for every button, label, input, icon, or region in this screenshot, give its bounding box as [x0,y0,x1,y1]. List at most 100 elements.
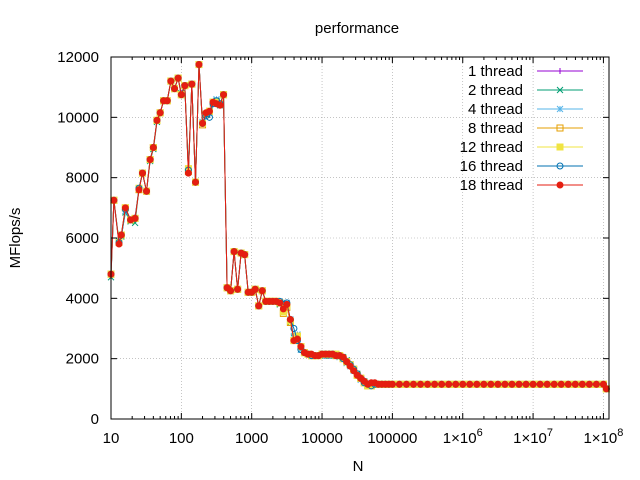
legend-label: 4 thread [468,101,523,118]
legend-swatch-marker [557,68,563,74]
data-point [445,380,453,388]
legend-swatch-marker [556,105,564,113]
series-line-18-thread [110,64,607,390]
data-point [205,107,213,115]
legend-swatch-marker [556,181,564,189]
axis-ticks: 10 100 1000 10000 100000 1×106 1×107 1×10802000… [57,49,623,447]
data-point [283,300,291,308]
x-tick-label-text: 100000 [367,430,417,447]
data-point [346,362,354,370]
x-tick-label-text: 1×10 [583,430,617,447]
y-tick-label: 0 [91,411,99,428]
x-tick-label-text: 1000 [235,430,268,447]
data-point [184,169,192,177]
data-point [115,240,123,248]
series-line-2-thread [110,64,607,390]
series-1-thread [108,61,610,392]
y-tick-label: 10000 [57,109,99,126]
data-point [143,187,151,195]
x-tick-label: 1×106 [443,427,483,447]
legend-item: 2 thread [468,82,583,99]
legend-item: 12 thread [460,139,583,156]
y-tick-label: 2000 [66,351,99,368]
data-point [234,285,242,293]
data-point [149,144,157,151]
legend-label: 2 thread [468,82,523,99]
data-point [227,287,235,295]
data-point [135,186,143,194]
legend-swatch-marker [556,124,564,132]
data-point [181,82,189,90]
data-point [480,380,488,388]
data-point [564,380,572,388]
legend-item: 1 thread [468,63,583,80]
data-point [216,101,224,109]
data-point [258,287,266,295]
data-point [241,251,249,259]
series-line-12-thread [110,64,607,390]
data-point [153,116,161,124]
data-point [350,367,358,375]
x-tick-label-exponent: 6 [477,427,483,439]
x-tick-label: 10000 [301,430,343,447]
data-point [290,325,298,332]
x-tick-label: 100 [169,430,194,447]
data-point [466,380,474,388]
series-12-thread [107,61,610,393]
data-point [417,380,425,388]
series-16-thread [107,61,610,393]
data-point [536,380,544,388]
y-tick-label: 12000 [57,49,99,66]
data-point [557,380,565,388]
data-point [146,156,154,164]
data-point [388,380,396,388]
legend-label: 18 thread [460,177,523,194]
legend-label: 16 thread [460,158,523,175]
data-point [117,231,125,239]
series-line-4-thread [110,64,607,390]
data-point [110,196,118,204]
x-tick-label-text: 1×10 [513,430,547,447]
data-point [501,380,509,388]
series-layer [107,61,610,393]
data-point [602,385,610,393]
data-point [192,178,200,186]
y-tick-label: 8000 [66,170,99,187]
data-point [230,248,238,256]
data-point [402,380,410,388]
data-point [431,380,439,388]
data-point [515,380,523,388]
x-tick-label-text: 10 [103,430,120,447]
data-point [251,285,259,293]
data-point [286,315,294,323]
legend-swatch-marker [556,162,564,170]
data-point [121,204,129,212]
series-4-thread [107,61,610,393]
data-point [297,343,305,351]
series-line-1-thread [110,64,607,390]
data-point [571,380,579,388]
data-point [131,214,139,222]
chart-title: performance [315,20,399,37]
data-point [522,380,530,388]
data-point [199,119,207,127]
legend: 1 thread 2 thread 4 thread 8 thread 12 threa… [460,63,583,194]
data-point [592,380,600,388]
data-point [578,380,586,388]
data-point [188,80,196,88]
legend-swatch-marker [556,86,564,94]
legend-label: 8 thread [468,120,523,137]
legend-item: 4 thread [468,101,583,118]
data-point [494,380,502,388]
data-point [276,299,284,307]
data-point [452,380,460,388]
y-axis-title: MFlops/s [7,208,24,269]
data-point [529,380,537,388]
data-point [543,380,551,388]
x-tick-label: 1×108 [583,427,623,447]
x-tick-label: 1×107 [513,427,553,447]
x-tick-label: 10 [103,430,120,447]
y-tick-label: 4000 [66,290,99,307]
data-point [343,358,351,366]
